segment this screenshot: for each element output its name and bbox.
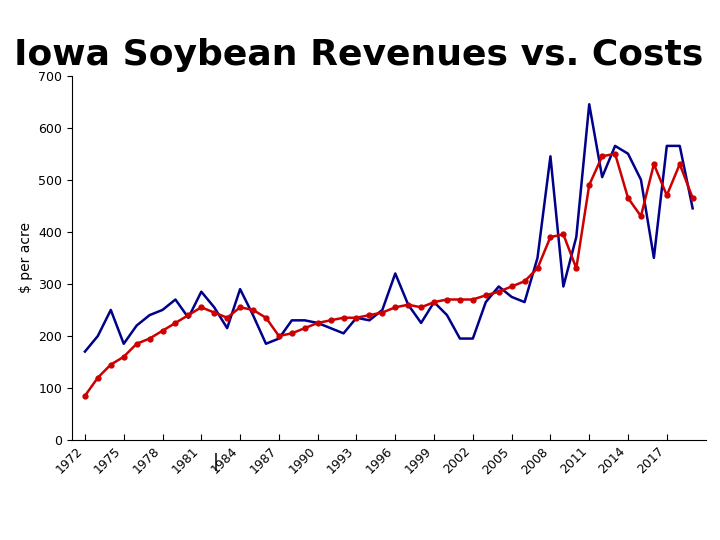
Text: Iowa Soybean Revenues vs. Costs: Iowa Soybean Revenues vs. Costs: [14, 38, 703, 72]
Text: |: |: [213, 453, 219, 471]
Text: Iowa State University: Iowa State University: [7, 493, 206, 510]
Y-axis label: $ per acre: $ per acre: [19, 222, 32, 293]
Text: Ag Decision Maker: Ag Decision Maker: [552, 503, 713, 520]
Text: Extension and Outreach/Department of Economics: Extension and Outreach/Department of Eco…: [7, 519, 272, 529]
